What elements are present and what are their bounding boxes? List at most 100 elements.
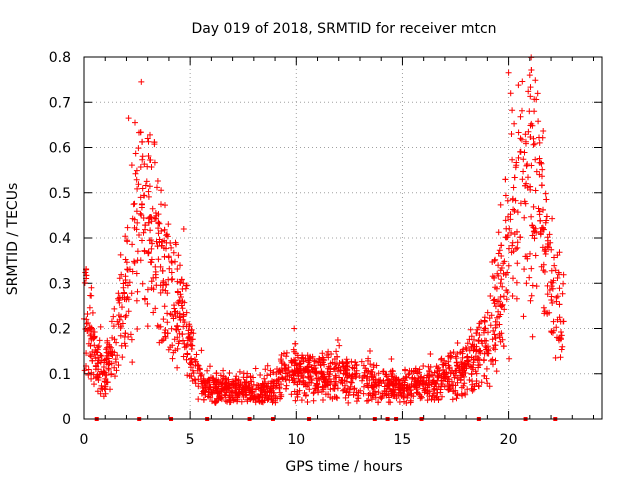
data-point <box>224 398 231 405</box>
data-point <box>270 369 277 376</box>
data-point <box>122 256 129 263</box>
data-point <box>509 107 516 114</box>
data-point <box>165 346 172 353</box>
data-point <box>334 353 341 360</box>
data-point <box>496 247 503 254</box>
data-point <box>543 196 550 203</box>
y-tick-label: 0 <box>62 412 71 428</box>
data-point <box>487 293 494 299</box>
data-point <box>99 386 106 393</box>
y-tick-label: 0.1 <box>49 367 71 383</box>
data-point <box>180 353 187 360</box>
data-point <box>156 324 162 330</box>
data-point <box>468 370 475 377</box>
data-point <box>430 387 437 393</box>
data-point <box>142 296 148 303</box>
data-point <box>133 208 140 215</box>
y-tick-label: 0.4 <box>49 231 71 247</box>
data-point <box>233 373 240 380</box>
data-point <box>535 118 542 125</box>
data-point <box>529 282 536 289</box>
data-point <box>438 355 445 362</box>
data-point <box>558 346 565 353</box>
data-point <box>445 358 452 365</box>
data-point <box>497 338 504 345</box>
data-point <box>473 330 480 337</box>
data-point <box>84 311 91 317</box>
data-point <box>179 305 186 312</box>
data-point <box>250 374 257 381</box>
data-point <box>154 243 161 250</box>
data-point <box>138 212 145 218</box>
data-point <box>335 368 341 375</box>
data-point <box>524 161 531 168</box>
data-point <box>500 293 507 300</box>
data-point <box>134 185 141 192</box>
data-point <box>148 164 155 170</box>
data-point <box>492 318 499 325</box>
data-point <box>548 293 555 300</box>
data-point <box>454 375 461 382</box>
data-point <box>533 229 540 236</box>
data-point <box>528 292 535 299</box>
data-point <box>458 384 465 391</box>
data-point <box>264 384 271 391</box>
data-point <box>485 347 492 354</box>
plot-frame <box>83 56 603 420</box>
data-point <box>137 164 144 170</box>
data-point <box>389 388 396 395</box>
data-point <box>200 375 207 382</box>
data-point <box>150 309 157 316</box>
data-point <box>175 252 182 259</box>
data-point <box>153 212 160 219</box>
data-point <box>501 306 508 313</box>
data-point <box>531 140 538 147</box>
data-point <box>317 359 324 366</box>
data-point <box>375 389 382 396</box>
data-point <box>146 183 153 190</box>
data-point <box>406 370 413 377</box>
data-point <box>255 385 262 392</box>
data-point <box>508 131 515 137</box>
data-point <box>213 370 220 377</box>
data-point <box>123 296 130 303</box>
data-point <box>553 294 560 301</box>
data-point <box>262 366 269 373</box>
data-point <box>417 395 424 402</box>
data-point <box>234 398 241 405</box>
data-point <box>356 373 363 379</box>
data-point <box>115 312 122 319</box>
data-point <box>538 182 545 189</box>
data-point <box>131 216 138 223</box>
data-point <box>91 334 98 340</box>
data-point <box>281 361 288 368</box>
data-point <box>426 367 433 374</box>
data-point <box>90 329 97 335</box>
data-point <box>474 357 481 364</box>
data-point <box>182 285 189 292</box>
data-point <box>441 369 448 376</box>
data-point <box>515 129 522 136</box>
data-point <box>464 340 471 347</box>
data-point <box>459 350 466 357</box>
data-point <box>511 207 518 214</box>
data-point <box>332 361 338 368</box>
data-point <box>557 354 564 361</box>
data-point <box>314 381 321 388</box>
data-point <box>176 338 183 345</box>
data-point <box>133 297 140 304</box>
data-point <box>390 392 397 399</box>
data-point <box>348 374 355 381</box>
data-point <box>439 393 445 400</box>
data-point <box>559 290 566 297</box>
data-point <box>290 346 297 353</box>
data-point <box>550 318 557 325</box>
data-point <box>252 365 259 372</box>
data-point <box>207 363 213 370</box>
data-point <box>184 342 190 349</box>
data-point <box>301 390 308 396</box>
data-point <box>222 397 229 404</box>
data-point <box>384 382 391 389</box>
data-point <box>162 202 168 209</box>
data-point <box>540 206 546 213</box>
